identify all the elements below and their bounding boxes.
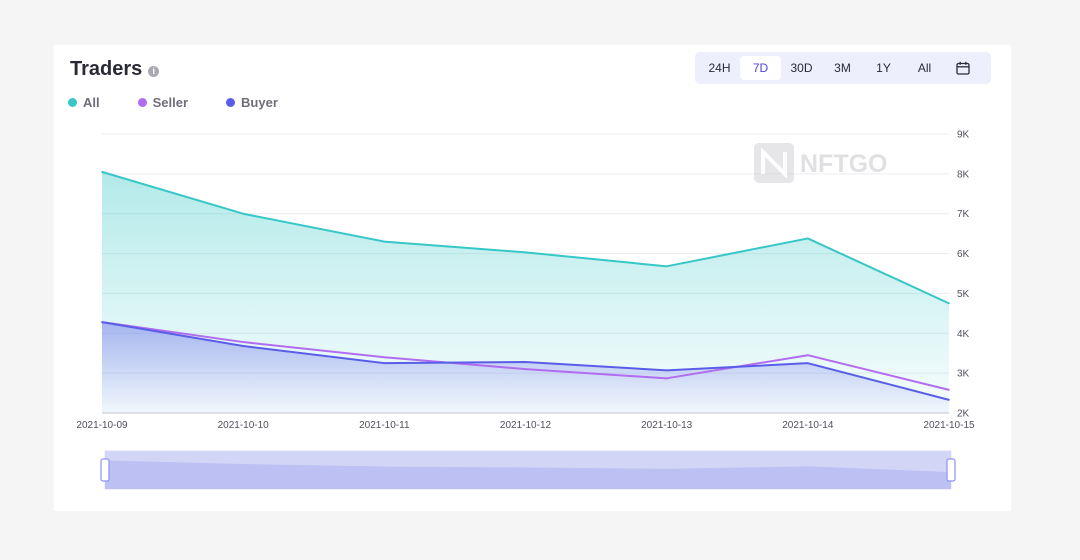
y-tick-label: 3K bbox=[957, 369, 970, 380]
legend-dot-icon bbox=[137, 98, 147, 107]
y-tick-label: 9K bbox=[957, 130, 970, 141]
x-axis: 2021-10-09 2021-10-10 2021-10-11 2021-10-12… bbox=[76, 420, 975, 431]
calendar-icon[interactable] bbox=[945, 56, 981, 80]
point-buyer bbox=[948, 399, 950, 401]
point-seller bbox=[383, 356, 386, 359]
y-tick-label: 7K bbox=[957, 209, 970, 220]
point-all bbox=[665, 265, 668, 268]
traders-card: Traders i All Seller Buyer 24H 7D 30D 3M… bbox=[54, 45, 1011, 511]
point-buyer bbox=[383, 362, 386, 364]
zoom-handle-right[interactable] bbox=[946, 458, 956, 482]
chart-title-row: Traders i bbox=[70, 58, 160, 81]
y-tick-label: 6K bbox=[957, 249, 970, 260]
y-axis: 2K 3K 4K 5K 6K 7K 8K 9K bbox=[957, 130, 970, 420]
point-seller bbox=[807, 354, 809, 357]
nftgo-watermark: NFTGO bbox=[754, 143, 888, 183]
point-seller bbox=[242, 341, 244, 343]
range-button-24h[interactable]: 24H bbox=[708, 61, 731, 75]
point-buyer bbox=[101, 321, 103, 323]
x-tick-label: 2021-10-12 bbox=[500, 420, 552, 431]
line-layer bbox=[101, 170, 950, 401]
point-all bbox=[242, 212, 244, 215]
zoom-preview bbox=[105, 460, 951, 489]
legend-label: All bbox=[83, 95, 100, 110]
x-tick-label: 2021-10-09 bbox=[76, 420, 128, 431]
range-button-1y[interactable]: 1Y bbox=[876, 61, 891, 75]
y-tick-label: 4K bbox=[957, 329, 970, 340]
x-tick-label: 2021-10-13 bbox=[641, 420, 693, 431]
zoom-handle-left[interactable] bbox=[100, 458, 110, 482]
legend-item-all[interactable]: All bbox=[68, 95, 100, 110]
x-tick-label: 2021-10-10 bbox=[218, 420, 270, 431]
y-tick-label: 2K bbox=[957, 409, 970, 420]
point-all bbox=[383, 240, 386, 243]
y-tick-label: 8K bbox=[957, 169, 970, 180]
point-all bbox=[807, 237, 809, 240]
point-buyer bbox=[242, 345, 244, 347]
x-tick-label: 2021-10-14 bbox=[782, 420, 834, 431]
legend-item-buyer[interactable]: Buyer bbox=[226, 95, 278, 110]
range-button-all[interactable]: All bbox=[917, 61, 932, 75]
zoom-selection bbox=[104, 450, 952, 490]
legend-label: Seller bbox=[152, 95, 189, 110]
point-seller bbox=[524, 368, 527, 370]
info-icon[interactable]: i bbox=[148, 65, 160, 77]
range-button-3m[interactable]: 3M bbox=[834, 61, 851, 75]
point-all bbox=[101, 171, 103, 173]
watermark-text: NFTGO bbox=[800, 150, 888, 178]
point-all bbox=[948, 302, 950, 305]
point-seller bbox=[665, 377, 668, 380]
y-tick-label: 5K bbox=[957, 289, 970, 300]
area-all bbox=[102, 171, 949, 413]
legend-label: Buyer bbox=[241, 95, 278, 110]
legend-item-seller[interactable]: Seller bbox=[137, 95, 189, 110]
legend-dot-icon bbox=[68, 98, 77, 107]
point-buyer bbox=[665, 369, 668, 372]
chart-title: Traders bbox=[70, 58, 143, 80]
legend-dot-icon bbox=[226, 98, 236, 107]
point-all bbox=[524, 251, 527, 254]
point-seller bbox=[948, 389, 950, 391]
x-tick-label: 2021-10-15 bbox=[923, 420, 975, 431]
point-buyer bbox=[524, 361, 527, 363]
range-button-7d[interactable]: 7D bbox=[740, 56, 781, 80]
area-layer bbox=[102, 171, 949, 413]
legend: All Seller Buyer bbox=[68, 95, 316, 110]
range-button-30d[interactable]: 30D bbox=[790, 61, 813, 75]
zoom-slider[interactable] bbox=[100, 450, 956, 490]
area-buyer bbox=[102, 322, 949, 413]
point-buyer bbox=[807, 362, 809, 364]
time-range-selector: 24H 7D 30D 3M 1Y All bbox=[695, 52, 991, 84]
x-tick-label: 2021-10-11 bbox=[359, 420, 410, 431]
